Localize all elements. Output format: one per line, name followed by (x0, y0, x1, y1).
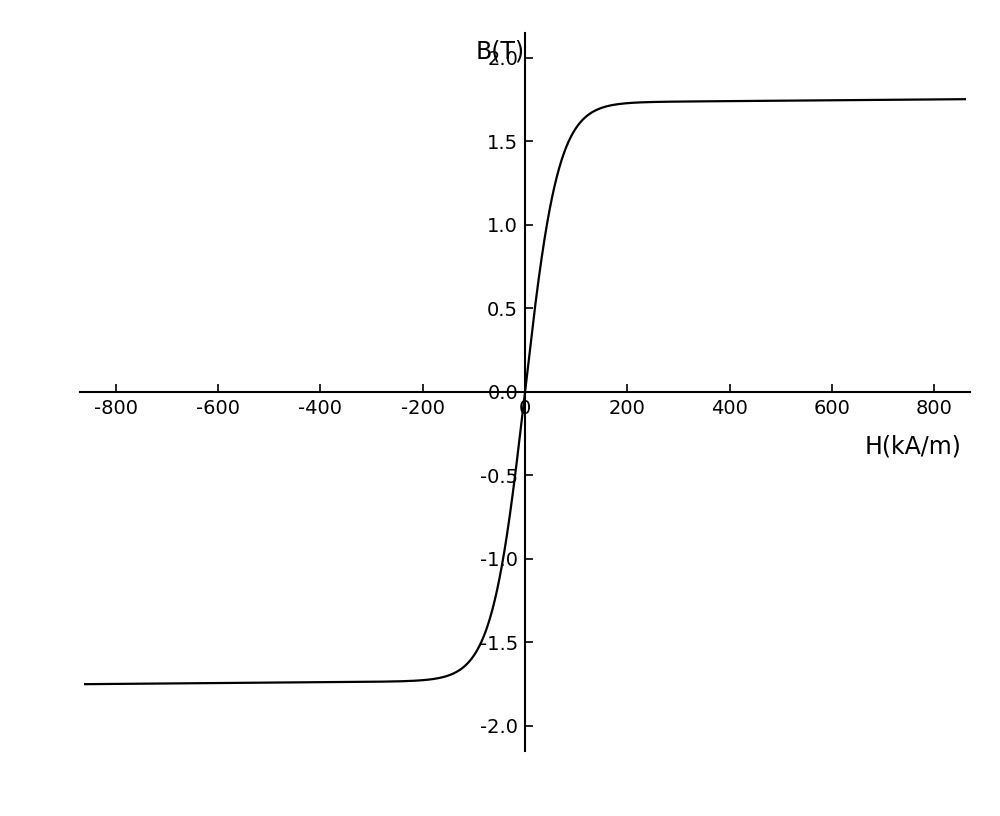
Text: B(T): B(T) (476, 40, 525, 64)
Text: H(kA/m): H(kA/m) (864, 435, 961, 459)
